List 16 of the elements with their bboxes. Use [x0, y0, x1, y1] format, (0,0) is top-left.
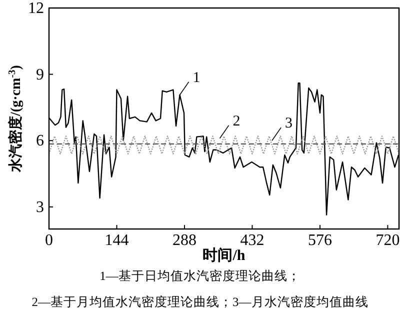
x-tick-label: 432: [240, 232, 264, 249]
annotation: 1: [192, 70, 200, 86]
annotation: 3: [284, 116, 292, 132]
x-axis-title: 时间/h: [202, 247, 246, 264]
y-tick-label: 9: [36, 66, 44, 84]
y-tick-label: 6: [36, 132, 44, 150]
y-tick-label: 3: [36, 198, 44, 216]
x-tick-label: 720: [376, 232, 400, 249]
x-tick-label: 288: [172, 232, 196, 249]
y-tick-label: 12: [28, 0, 44, 17]
x-tick-label: 0: [45, 232, 53, 249]
text: 1—基于日均值水汽密度理论曲线；: [100, 268, 300, 283]
text: 2—基于月均值水汽密度理论曲线；3—月水汽密度均值曲线: [32, 294, 368, 309]
x-tick-label: 144: [104, 232, 129, 249]
x-tick-label: 576: [308, 232, 332, 249]
annotation: 2: [232, 113, 240, 130]
